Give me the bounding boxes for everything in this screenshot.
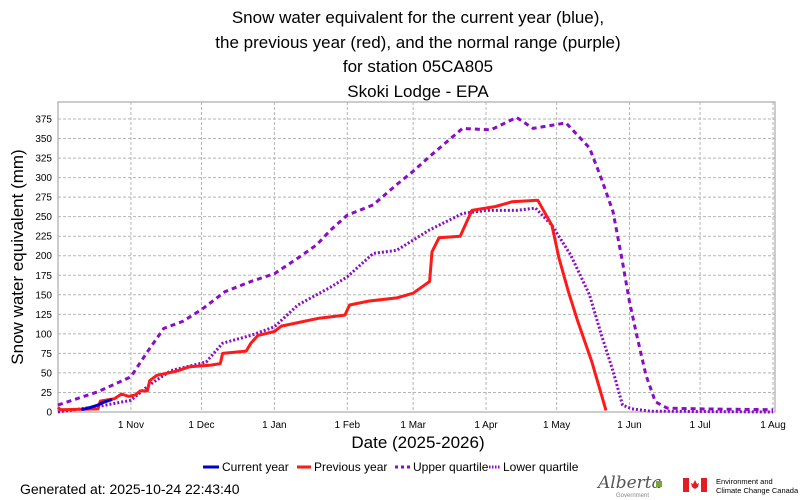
y-tick-label: 200 [35,251,52,262]
y-tick-label: 150 [35,290,52,301]
y-tick-label: 250 [35,212,52,223]
x-tick-label: 1 Feb [335,420,361,431]
x-axis-label: Date (2025-2026) [351,433,484,452]
series-upper-quartile [57,115,774,412]
x-tick-label: 1 Aug [760,420,786,431]
y-tick-label: 100 [35,329,52,340]
y-tick-label: 175 [35,271,52,282]
y-axis-label: Snow water equivalent (mm) [8,149,27,364]
legend-upper-quartile: Upper quartile [413,460,489,474]
title-line-2: the previous year (red), and the normal … [215,33,620,52]
plot-area [57,101,776,413]
svg-text:Alberta: Alberta [596,473,662,493]
x-tick-label: 1 Jan [262,420,286,431]
y-tick-label: 225 [35,232,52,243]
y-tick-label: 0 [46,408,52,419]
title-line-4: Skoki Lodge - EPA [347,82,489,101]
title-line-1: Snow water equivalent for the current ye… [232,8,604,27]
title-line-3: for station 05CA805 [343,57,493,76]
x-tick-label: 1 Jul [690,420,711,431]
x-axis-ticks: 1 Nov 1 Dec 1 Jan 1 Feb 1 Mar 1 Apr 1 May 1 Jun… [118,420,786,431]
y-tick-label: 325 [35,154,52,165]
eccc-line-1: Environment and [716,477,773,486]
y-tick-label: 125 [35,310,52,321]
alberta-logo: Alberta Government [596,473,662,499]
y-axis-ticks: 0 25 50 75 100 125 150 175 200 225 250 275 300 325 350… [35,115,52,419]
series-previous-year [56,198,608,412]
y-tick-label: 350 [35,134,52,145]
eccc-logo: Environment and Climate Change Canada [716,477,799,495]
x-tick-label: 1 Apr [474,420,498,431]
canada-flag-icon [683,478,707,492]
x-tick-label: 1 Nov [118,420,144,431]
generated-timestamp: Generated at: 2025-10-24 22:43:40 [20,481,240,497]
series-lines [56,115,774,414]
chart-title: Snow water equivalent for the current ye… [215,8,620,101]
y-tick-label: 75 [41,349,53,360]
y-tick-label: 25 [41,388,53,399]
series-current-year [81,398,113,412]
eccc-line-2: Climate Change Canada [716,486,799,495]
legend-lower-quartile: Lower quartile [503,460,579,474]
series-lower-quartile [57,206,774,414]
grid [58,102,775,412]
x-tick-label: 1 May [543,420,570,431]
y-tick-label: 375 [35,115,52,126]
x-tick-label: 1 Mar [400,420,426,431]
x-tick-label: 1 Dec [188,420,214,431]
y-tick-label: 50 [41,368,53,379]
legend: Current year Previous year Upper quartil… [203,460,579,474]
y-tick-label: 275 [35,193,52,204]
svg-text:Government: Government [616,493,649,499]
legend-previous-year: Previous year [314,460,387,474]
legend-current-year: Current year [222,460,289,474]
x-tick-label: 1 Jun [617,420,641,431]
y-tick-label: 300 [35,173,52,184]
